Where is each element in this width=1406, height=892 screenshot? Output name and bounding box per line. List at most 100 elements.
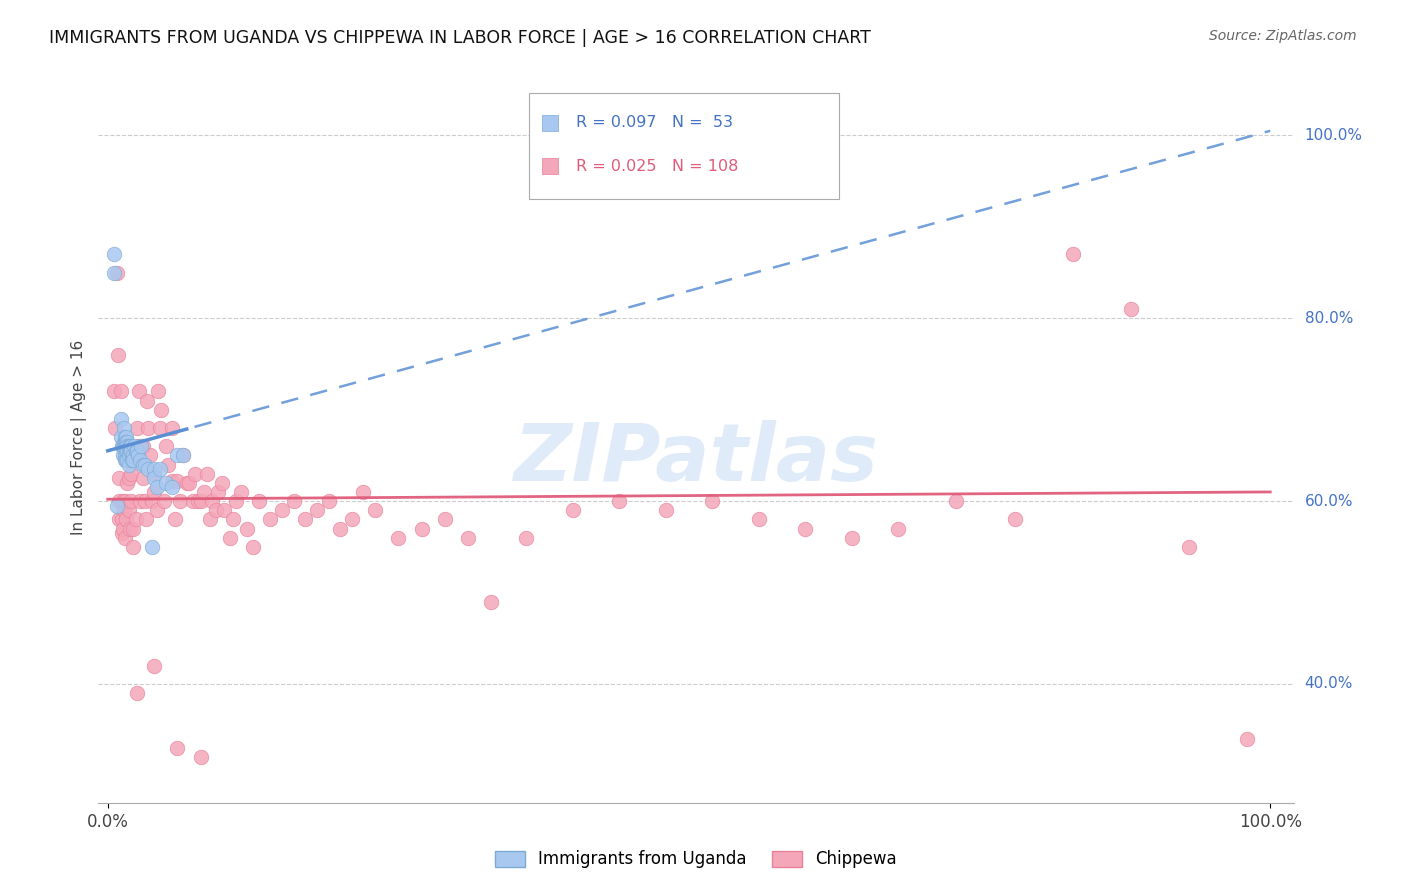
Point [110,430,132,444]
Point [117,458,139,472]
Point [127,448,149,462]
Point [536,247,558,261]
Point [103,266,125,280]
Point [152,494,174,508]
Point [794,522,817,536]
Text: IMMIGRANTS FROM UGANDA VS CHIPPEWA IN LABOR FORCE | AGE > 16 CORRELATION CHART: IMMIGRANTS FROM UGANDA VS CHIPPEWA IN LA… [49,29,872,46]
Point [149,421,172,435]
Point [112,503,135,517]
Point [387,531,409,545]
Point [1178,540,1201,554]
Point [120,494,142,508]
Point [127,439,149,453]
Point [112,434,135,449]
Point [479,595,502,609]
Point [114,430,136,444]
Point [294,512,316,526]
Point [155,475,177,490]
Point [231,485,253,500]
Point [117,503,139,517]
Point [887,522,910,536]
Point [129,494,152,508]
Point [143,471,166,485]
Point [271,503,294,517]
Point [138,421,160,435]
Point [143,658,166,673]
Point [122,448,145,462]
Point [117,434,139,449]
Point [104,421,127,435]
Point [117,443,139,458]
Point [205,503,228,517]
Point [110,384,132,399]
Point [150,402,173,417]
Point [103,247,125,261]
Point [131,439,153,453]
Point [146,384,169,399]
Point [111,522,134,536]
Point [166,740,188,755]
Point [111,448,134,462]
Point [115,443,138,458]
Point [134,494,156,508]
Point [193,485,215,500]
Point [122,522,145,536]
Point [364,503,387,517]
Point [329,522,352,536]
Point [118,522,141,536]
Point [111,439,134,453]
Text: 80.0%: 80.0% [1305,310,1353,326]
Text: Source: ZipAtlas.com: Source: ZipAtlas.com [1209,29,1357,43]
Text: R = 0.097   N =  53: R = 0.097 N = 53 [576,115,734,130]
Point [166,474,188,488]
Point [198,512,221,526]
Point [121,453,143,467]
Y-axis label: In Labor Force | Age > 16: In Labor Force | Age > 16 [72,340,87,534]
Point [120,443,142,458]
Point [145,503,167,517]
Point [145,480,167,494]
Point [117,443,139,458]
Point [1236,731,1258,746]
Point [134,458,156,472]
Point [114,448,136,462]
Point [143,462,166,476]
Point [201,494,224,508]
Point [117,475,139,490]
Point [176,475,198,490]
Point [190,750,212,764]
Text: 60.0%: 60.0% [1305,493,1353,508]
Legend: Immigrants from Uganda, Chippewa: Immigrants from Uganda, Chippewa [488,844,904,875]
Point [242,540,264,554]
Point [118,439,141,453]
Point [120,467,142,481]
Point [135,512,157,526]
Point [110,412,132,426]
Point [411,522,433,536]
Point [607,494,630,508]
Point [141,540,163,554]
Point [131,471,153,485]
Point [236,522,259,536]
Point [141,494,163,508]
Point [111,494,134,508]
Point [181,494,204,508]
Point [124,443,146,458]
Point [160,474,183,488]
Text: ZIPatlas: ZIPatlas [513,420,879,498]
Point [177,475,200,490]
Point [114,434,136,449]
Point [143,467,166,481]
Point [433,512,456,526]
Point [114,439,136,453]
Point [561,503,583,517]
Point [165,512,187,526]
Point [125,443,148,458]
Point [190,494,212,508]
Point [143,485,166,500]
Point [117,439,139,453]
Point [108,471,131,485]
Point [138,462,160,476]
Point [115,430,138,444]
Point [124,512,146,526]
